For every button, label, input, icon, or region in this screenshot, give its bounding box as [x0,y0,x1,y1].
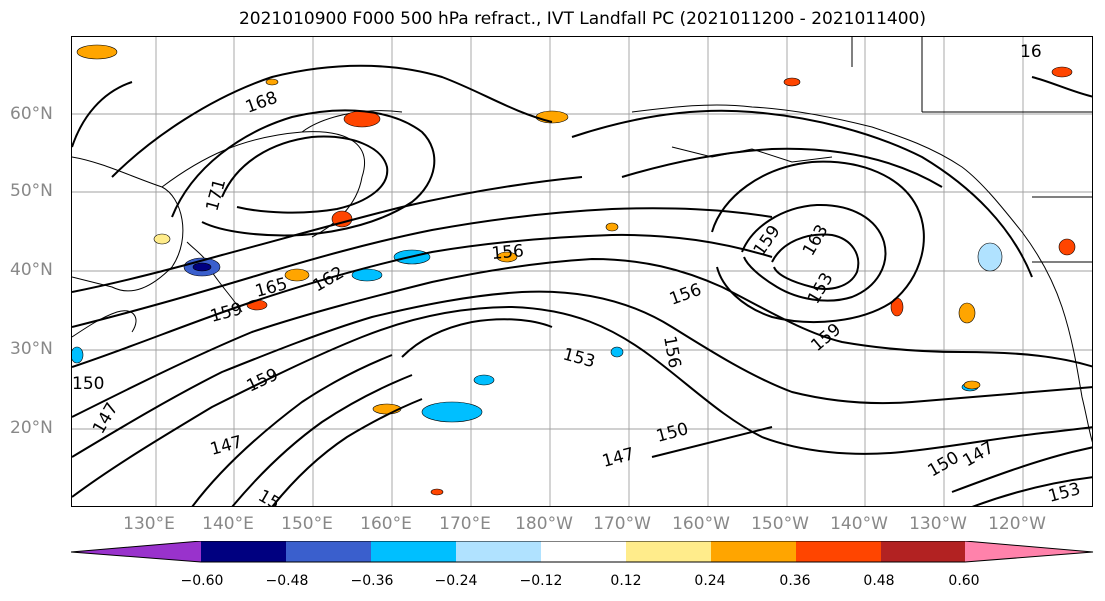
contour-label: 171 [203,177,231,214]
lon-label: 160°W [672,514,730,534]
lon-label: 150°E [281,514,333,534]
colorbar-tick-label: −0.48 [265,573,309,589]
contour-label: 159 [750,222,785,260]
colorbar-segment [881,541,965,562]
colorbar-tick-label: −0.36 [350,573,394,589]
colorbar-tick-label: 0.12 [610,573,642,589]
colorbar-segment [286,541,371,562]
colorbar-segment [965,541,1093,562]
contour-label: 162 [310,263,348,297]
colorbar-tick-label: 0.60 [948,573,980,589]
contour-label: 156 [491,241,525,264]
contour-label: 168 [243,88,280,118]
map-title: 2021010900 F000 500 hPa refract., IVT La… [238,9,926,29]
colorbar-segment [201,541,286,562]
contour-label: 150 [72,374,104,394]
contour-label: 165 [253,274,290,302]
lon-label: 130°W [909,514,967,534]
colorbar-segment [456,541,541,562]
colorbar-segment [541,541,626,562]
colorbar-segment [71,541,201,562]
lon-label: 140°E [202,514,254,534]
colorbar-tick-label: −0.12 [519,573,563,589]
colorbar-tick-label: −0.60 [180,573,224,589]
height-contours [72,64,1092,506]
lon-label: 150°W [751,514,809,534]
lon-label: 130°E [123,514,175,534]
lon-label: 180°W [515,514,573,534]
colorbar-segment [796,541,881,562]
lon-label: 170°W [593,514,651,534]
lon-label: 120°W [988,514,1046,534]
colorbar-tick-label: −0.24 [434,573,478,589]
lon-label: 170°E [439,514,491,534]
contour-label: 16 [1020,42,1042,62]
map-panel: 168 171 156 159 165 162 159 156 153 153 … [71,36,1093,507]
colorbar-segment [626,541,711,562]
colorbar-segment [711,541,796,562]
colorbar-tick-label: 0.24 [694,573,726,589]
lat-label: 50°N [10,181,53,201]
lat-label: 60°N [10,104,53,124]
colorbar-tick-label: 0.36 [779,573,811,589]
contour-label: 159 [208,299,245,327]
shaded-anomalies [72,44,1076,496]
colorbar-segment [371,541,456,562]
lat-label: 40°N [10,260,53,280]
coastlines [72,37,1092,443]
lon-label: 160°E [360,514,412,534]
lat-label: 30°N [10,339,53,359]
contour-label: 147 [600,444,637,472]
contour-label: 153 [561,345,598,373]
contour-label: 163 [799,221,833,259]
contour-label: 156 [667,280,704,310]
contour-label: 150 [654,419,691,447]
contour-label: 15 [255,486,284,507]
contour-label: 159 [244,365,282,397]
lat-label: 20°N [10,418,53,438]
colorbar-tick-label: 0.48 [863,573,895,589]
lon-label: 140°W [830,514,888,534]
map-canvas: 168 171 156 159 165 162 159 156 153 153 … [72,37,1092,507]
colorbar [71,541,1094,563]
